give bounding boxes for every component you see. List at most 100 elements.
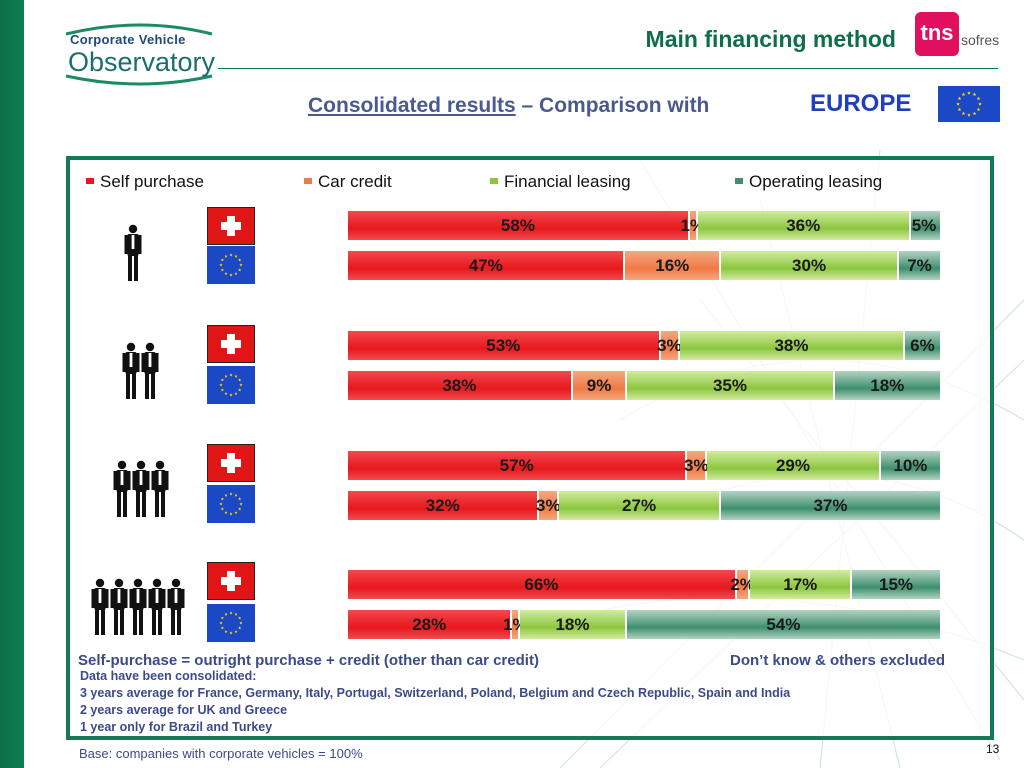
bar-value-label: 47%: [468, 255, 503, 275]
bar-segment-self-purchase: [348, 610, 511, 639]
bar-value-label: 28%: [412, 614, 447, 634]
person-icon: [141, 342, 159, 399]
consolidated-line3: 1 year only for Brazil and Turkey: [80, 720, 273, 734]
eu-star: [220, 497, 224, 501]
bar-segment-car-credit: [625, 251, 720, 280]
bar-value-label: 3%: [683, 455, 709, 475]
eu-star: [234, 493, 238, 497]
eu-star: [967, 113, 971, 117]
bar-segment-operating-leasing: [904, 331, 940, 360]
legend-label: Operating leasing: [749, 172, 883, 191]
eu-star: [238, 497, 242, 501]
eu-flag-icon: [207, 604, 255, 642]
bar-segment-financial-leasing: [627, 371, 833, 400]
base-note: Base: companies with corporate vehicles …: [79, 746, 363, 761]
eu-flag-icon: [207, 485, 255, 523]
eu-star: [238, 378, 242, 382]
eu-star: [234, 374, 238, 378]
eu-star: [972, 92, 977, 97]
bar-segment-financial-leasing: [750, 570, 851, 599]
eu-star: [234, 254, 238, 258]
eu-star: [220, 268, 224, 272]
eu-star: [229, 273, 233, 277]
eu-star: [220, 388, 224, 392]
person-icon: [124, 224, 142, 281]
bar-value-label: 10%: [893, 455, 928, 475]
eu-star: [224, 510, 228, 515]
swiss-flag-icon: [207, 444, 255, 482]
eu-star: [234, 391, 238, 396]
bar-value-label: 58%: [500, 215, 535, 235]
person-icon: [113, 460, 131, 517]
bar-segment-car-credit: [660, 331, 679, 360]
eu-star: [238, 258, 242, 262]
subtitle-underlined: Consolidated results: [308, 94, 516, 117]
eu-star: [229, 373, 233, 377]
left-green-band: [0, 0, 24, 768]
eu-star: [229, 631, 233, 635]
person-icon: [167, 578, 185, 635]
subtitle: Consolidated results – Comparison with: [308, 94, 709, 118]
consolidated-line2: 2 years average for UK and Greece: [80, 703, 288, 717]
tns-sub: sofres: [961, 32, 1000, 48]
eu-flag-icon: [207, 366, 255, 404]
legend-car-credit: Car credit: [304, 172, 392, 192]
eu-star: [961, 92, 966, 97]
legend-swatch: [304, 178, 312, 184]
tns-mark: tns: [915, 12, 959, 56]
eu-star: [239, 383, 243, 387]
eu-star: [234, 510, 238, 515]
legend-self-purchase: Self purchase: [86, 172, 204, 192]
legend-label: Financial leasing: [504, 172, 631, 191]
eu-star: [978, 102, 982, 106]
bar-value-label: 9%: [586, 375, 612, 395]
exclusion-note: Don’t know & others excluded: [730, 652, 946, 669]
bar-value-label: 3%: [535, 495, 561, 515]
person-icon: [132, 460, 150, 517]
legend-swatch: [86, 178, 94, 184]
eu-flag-icon: [207, 246, 255, 284]
bar-value-label: 35%: [712, 375, 747, 395]
bar-segment-car-credit: [689, 211, 696, 240]
eu-star: [224, 374, 228, 378]
eu-star: [239, 621, 243, 625]
consolidated-title: Data have been consolidated:: [80, 669, 257, 683]
eu-star: [957, 96, 962, 101]
legend-operating-leasing: Operating leasing: [735, 172, 883, 192]
swiss-flag-icon: [207, 207, 255, 245]
bar-segment-financial-leasing: [697, 211, 909, 240]
legend-swatch: [490, 178, 498, 184]
bar-segment-self-purchase: [348, 331, 659, 360]
bar-value-label: 18%: [870, 375, 905, 395]
bar-segment-operating-leasing: [852, 570, 940, 599]
eu-star: [967, 91, 971, 95]
legend-financial-leasing: Financial leasing: [490, 172, 631, 192]
bar-value-label: 5%: [911, 215, 937, 235]
bar-value-label: 38%: [774, 335, 809, 355]
eu-star: [224, 271, 228, 276]
legend-label: Car credit: [318, 172, 392, 191]
eu-star: [224, 629, 228, 634]
self-purchase-definition: Self-purchase = outright purchase + cred…: [78, 652, 539, 669]
page-number: 13: [986, 742, 1000, 756]
bar-segment-car-credit: [736, 570, 749, 599]
bar-segment-self-purchase: [348, 211, 688, 240]
bar-segment-car-credit: [687, 451, 706, 480]
eu-star: [239, 263, 243, 267]
bar-value-label: 36%: [786, 215, 821, 235]
bar-segment-financial-leasing: [559, 491, 719, 520]
bar-segment-operating-leasing: [910, 211, 940, 240]
bar-segment-financial-leasing: [707, 451, 879, 480]
bar-value-label: 29%: [775, 455, 810, 475]
swiss-flag-icon: [207, 325, 255, 363]
bar-value-label: 30%: [792, 255, 827, 275]
bar-value-label: 38%: [442, 375, 477, 395]
bar-segment-financial-leasing: [520, 610, 625, 639]
bar-segment-operating-leasing: [880, 451, 940, 480]
eu-star: [224, 391, 228, 396]
bar-value-label: 16%: [655, 255, 690, 275]
bar-segment-self-purchase: [348, 491, 538, 520]
consolidated-line1: 3 years average for France, Germany, Ita…: [80, 686, 791, 700]
eu-star: [239, 502, 243, 506]
eu-star: [957, 107, 962, 112]
